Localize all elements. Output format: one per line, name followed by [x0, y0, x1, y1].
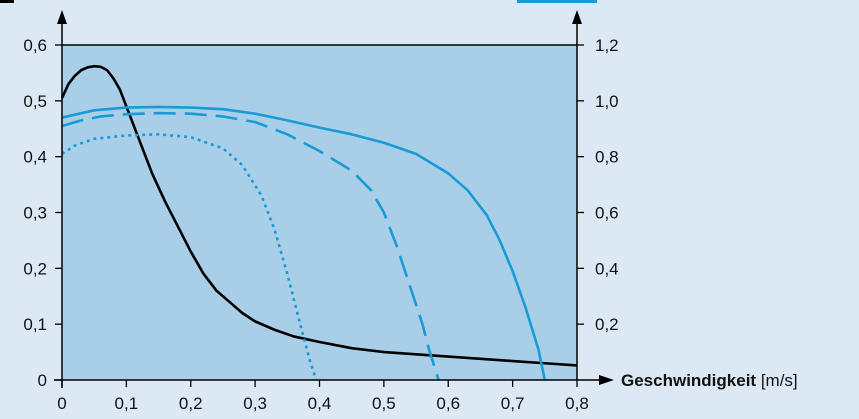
y-left-tick-label: 0,1 — [23, 315, 47, 334]
y-left-tick-label: 0,2 — [23, 259, 47, 278]
corner-accent-bar — [517, 0, 597, 3]
x-tick-label: 0,5 — [372, 394, 396, 413]
series-line-black-solid — [60, 64, 578, 367]
plot-area — [62, 45, 577, 380]
x-tick-label: 0,3 — [243, 394, 267, 413]
y-left-tick-label: 0,4 — [23, 148, 47, 167]
y-left-tick-label: 0,6 — [23, 36, 47, 55]
x-tick-label: 0,8 — [565, 394, 589, 413]
x-axis-arrow — [599, 375, 614, 385]
x-tick-label: 0,7 — [501, 394, 525, 413]
y-right-tick-label: 1,0 — [595, 92, 619, 111]
y-right-tick-label: 0,6 — [595, 204, 619, 223]
y-axis-right-arrow — [572, 10, 582, 24]
y-left-tick-label: 0,5 — [23, 92, 47, 111]
corner-marker — [0, 0, 14, 3]
x-axis-title-unit: [m/s] — [756, 371, 798, 390]
x-tick-label: 0,1 — [115, 394, 139, 413]
x-axis-title-bold: Geschwindigkeit — [621, 371, 756, 390]
y-right-tick-label: 0,8 — [595, 148, 619, 167]
x-tick-label: 0 — [57, 394, 66, 413]
y-left-tick-label: 0 — [38, 371, 47, 390]
y-right-tick-label: 0,4 — [595, 259, 619, 278]
y-right-tick-label: 1,2 — [595, 36, 619, 55]
y-left-tick-label: 0,3 — [23, 204, 47, 223]
y-right-tick-label: 0,2 — [595, 315, 619, 334]
x-axis-title: Geschwindigkeit [m/s] — [621, 371, 798, 390]
series-line-blue-dashed — [61, 111, 440, 381]
x-tick-label: 0,6 — [436, 394, 460, 413]
series-line-blue-solid — [61, 105, 547, 381]
y-axis-left-arrow — [57, 10, 67, 24]
x-tick-label: 0,4 — [308, 394, 332, 413]
x-tick-label: 0,2 — [179, 394, 203, 413]
